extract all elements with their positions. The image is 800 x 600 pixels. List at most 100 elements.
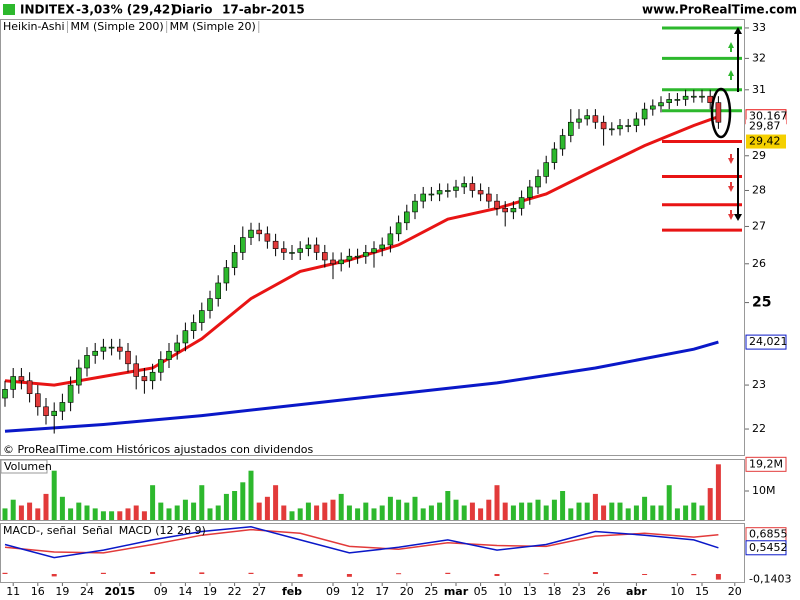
y-tick-label: 28	[752, 183, 766, 196]
candle-body	[641, 108, 648, 120]
volume-bar	[232, 491, 238, 520]
x-tick-label: 22	[228, 585, 242, 598]
y-tick-label: 23	[752, 378, 766, 391]
macd-histogram-bar	[150, 572, 156, 574]
volume-bar	[10, 499, 16, 520]
volume-bar	[617, 502, 623, 520]
x-tick-label: 11	[6, 585, 20, 598]
value-label: 19,2M	[749, 457, 783, 470]
y-tick-label: 26	[752, 257, 766, 270]
volume-bar	[428, 505, 434, 520]
candle-body	[461, 183, 468, 188]
candle-body	[34, 393, 41, 408]
macd-histogram-bar	[51, 574, 57, 577]
volume-bar	[182, 499, 188, 520]
candle-body	[190, 322, 197, 331]
volume-bar	[691, 502, 697, 520]
candle-body	[412, 200, 418, 213]
y-tick-label: 31	[752, 83, 766, 96]
price-label: 29,42	[749, 135, 781, 148]
volume-bar	[707, 488, 713, 520]
volume-bar	[535, 499, 541, 520]
volume-bar	[109, 511, 115, 520]
volume-bar	[133, 505, 139, 520]
candle-body	[158, 359, 164, 373]
volume-bar	[363, 502, 369, 520]
candle-body	[346, 255, 353, 261]
volume-bar	[412, 496, 418, 520]
candle-body	[108, 346, 115, 349]
volume-bar	[355, 508, 361, 520]
volume-bar	[330, 499, 336, 520]
macd-histogram-bar	[2, 572, 8, 574]
up-arrow	[728, 70, 734, 80]
volume-bar	[35, 508, 41, 520]
volume-bar	[223, 493, 229, 520]
volume-bar	[84, 505, 90, 520]
candle-body	[166, 350, 172, 360]
macd-histogram-bar	[297, 574, 303, 577]
candle-body	[100, 346, 107, 352]
x-tick-label: 18	[547, 585, 561, 598]
candle-body	[526, 186, 533, 198]
candle-body	[559, 135, 566, 150]
price-label: 29,87	[749, 120, 781, 133]
volume-bar	[560, 491, 566, 520]
x-tick-label: 19	[55, 585, 69, 598]
volume-bar	[338, 493, 344, 520]
candle-body	[485, 193, 492, 202]
x-tick-label: 26	[597, 585, 611, 598]
x-tick-label: 10	[498, 585, 512, 598]
down-arrow	[728, 154, 734, 164]
volume-bar	[297, 508, 303, 520]
candle-body	[141, 376, 148, 382]
y-tick-label: 33	[752, 21, 766, 34]
volume-bar	[346, 505, 352, 520]
candle-body	[436, 190, 443, 195]
volume-bar	[248, 470, 254, 520]
macd-histogram-bar	[691, 574, 697, 576]
volume-bar	[437, 502, 443, 520]
legend-entry: Heikin-Ashi	[3, 20, 65, 33]
volume-bar	[650, 505, 656, 520]
volume-bar	[453, 499, 459, 520]
panel-title-box	[0, 459, 48, 474]
price-label: 30,167	[749, 110, 788, 123]
volume-bar	[27, 502, 33, 520]
candle-body	[444, 190, 451, 192]
volume-bar	[387, 496, 393, 520]
legend-entry: MACD (12 26 9)	[119, 524, 206, 537]
candle-body	[535, 176, 541, 188]
volume-bar	[699, 505, 705, 520]
candle-body	[248, 229, 254, 238]
volume-bar	[289, 511, 295, 520]
volume-bar	[174, 505, 180, 520]
candle-body	[51, 410, 58, 416]
volume-bar	[642, 496, 648, 520]
y-tick-label: 25	[752, 295, 771, 311]
macd-histogram-bar	[445, 572, 451, 574]
candle-body	[2, 389, 8, 399]
candle-body	[43, 406, 49, 416]
candle-body	[617, 125, 623, 130]
volume-bar	[100, 511, 106, 520]
price-panel	[0, 19, 745, 456]
macd-histogram-bar	[199, 572, 205, 574]
volume-bar	[625, 508, 631, 520]
x-tick-label: mar	[444, 585, 469, 598]
volume-bar	[551, 499, 557, 520]
x-tick-label: 2015	[104, 585, 135, 598]
value-label-box	[745, 540, 787, 556]
macd-histogram-bar	[396, 573, 402, 575]
candle-body	[215, 282, 221, 299]
volume-bar	[494, 485, 500, 520]
price-label: 24,021	[749, 335, 788, 348]
candle-body	[330, 259, 336, 265]
x-tick-label: 13	[523, 585, 537, 598]
x-tick-label: 09	[326, 585, 340, 598]
candle-body	[280, 248, 287, 253]
legend-entry: MM (Simple 20)	[170, 20, 256, 33]
volume-bar	[2, 508, 8, 520]
volume-bar	[240, 482, 246, 520]
